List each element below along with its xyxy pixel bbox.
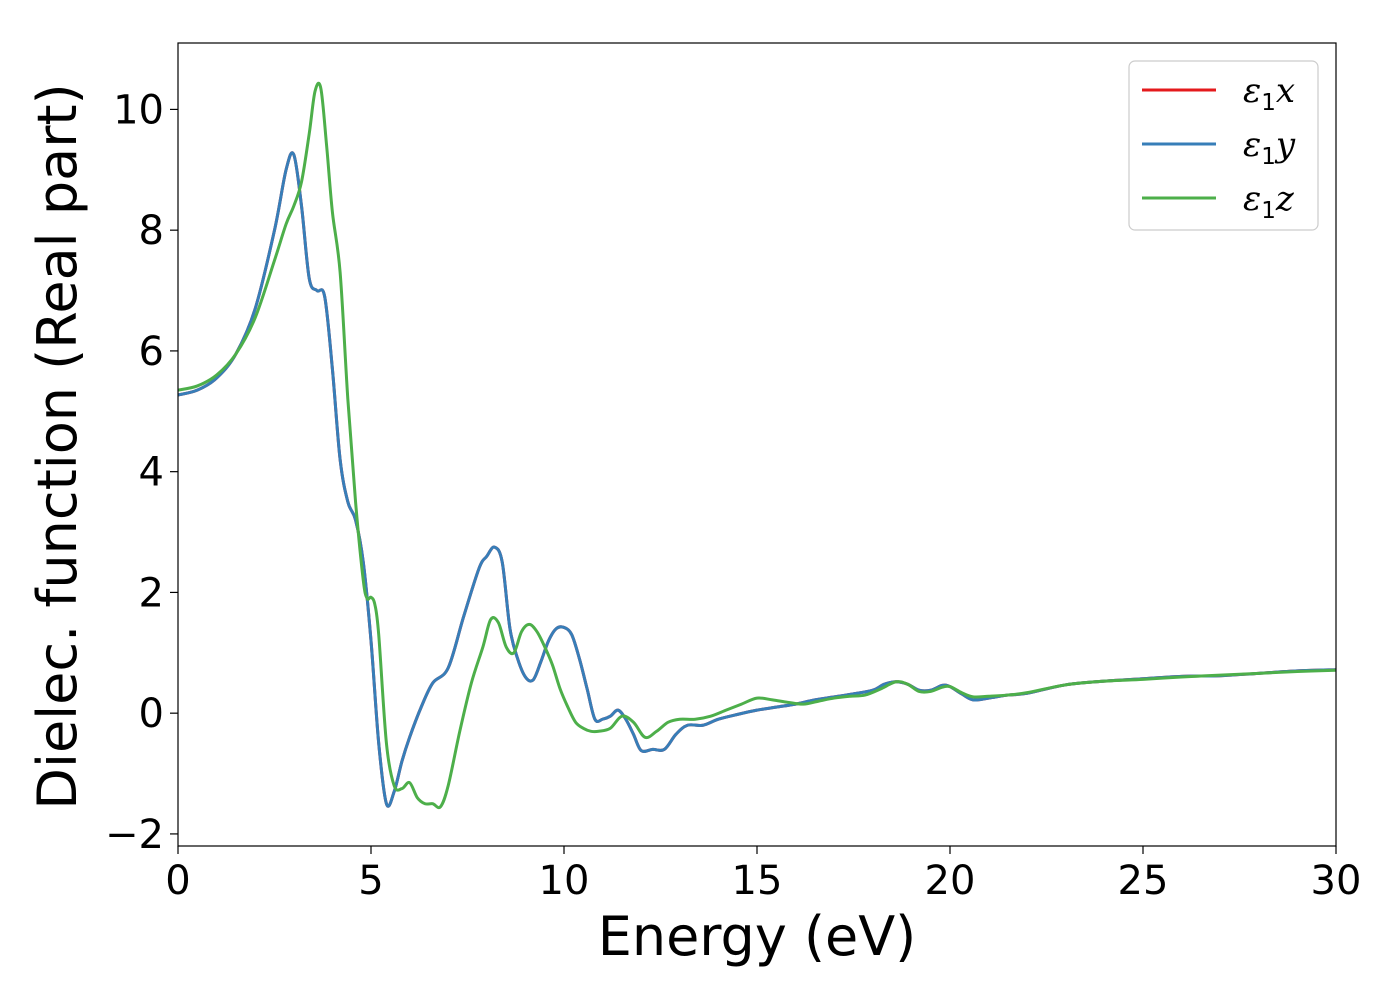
y-tick-label: 6 xyxy=(139,329,164,375)
y-tick-label: −2 xyxy=(105,812,164,858)
legend-box xyxy=(1128,60,1319,231)
y-tick-label: 4 xyxy=(139,450,164,496)
plot-area xyxy=(178,81,1336,810)
x-tick-label: 10 xyxy=(539,858,590,904)
series-lines xyxy=(178,81,1336,810)
y-axis-label: Dielec. function (Real part) xyxy=(26,83,89,809)
x-tick-label: 15 xyxy=(732,858,783,904)
x-tick-label: 5 xyxy=(358,858,383,904)
x-tick-label: 30 xyxy=(1311,858,1362,904)
series-line-z xyxy=(178,81,1336,810)
legend-label-z: ε1z xyxy=(1243,179,1295,224)
x-axis-label: Energy (eV) xyxy=(598,905,917,968)
y-tick-label: 2 xyxy=(139,570,164,616)
y-tick-label: 8 xyxy=(139,208,164,254)
x-tick-label: 0 xyxy=(165,858,190,904)
legend: ε1x ε1y ε1z xyxy=(1128,60,1319,231)
x-tick-label: 25 xyxy=(1118,858,1169,904)
x-tick-label: 20 xyxy=(925,858,976,904)
legend-label-x: ε1x xyxy=(1243,71,1295,116)
legend-label-y: ε1y xyxy=(1243,125,1296,170)
y-tick-label: 10 xyxy=(113,87,164,133)
series-line-y xyxy=(178,151,1336,808)
y-tick-label: 0 xyxy=(139,691,164,737)
